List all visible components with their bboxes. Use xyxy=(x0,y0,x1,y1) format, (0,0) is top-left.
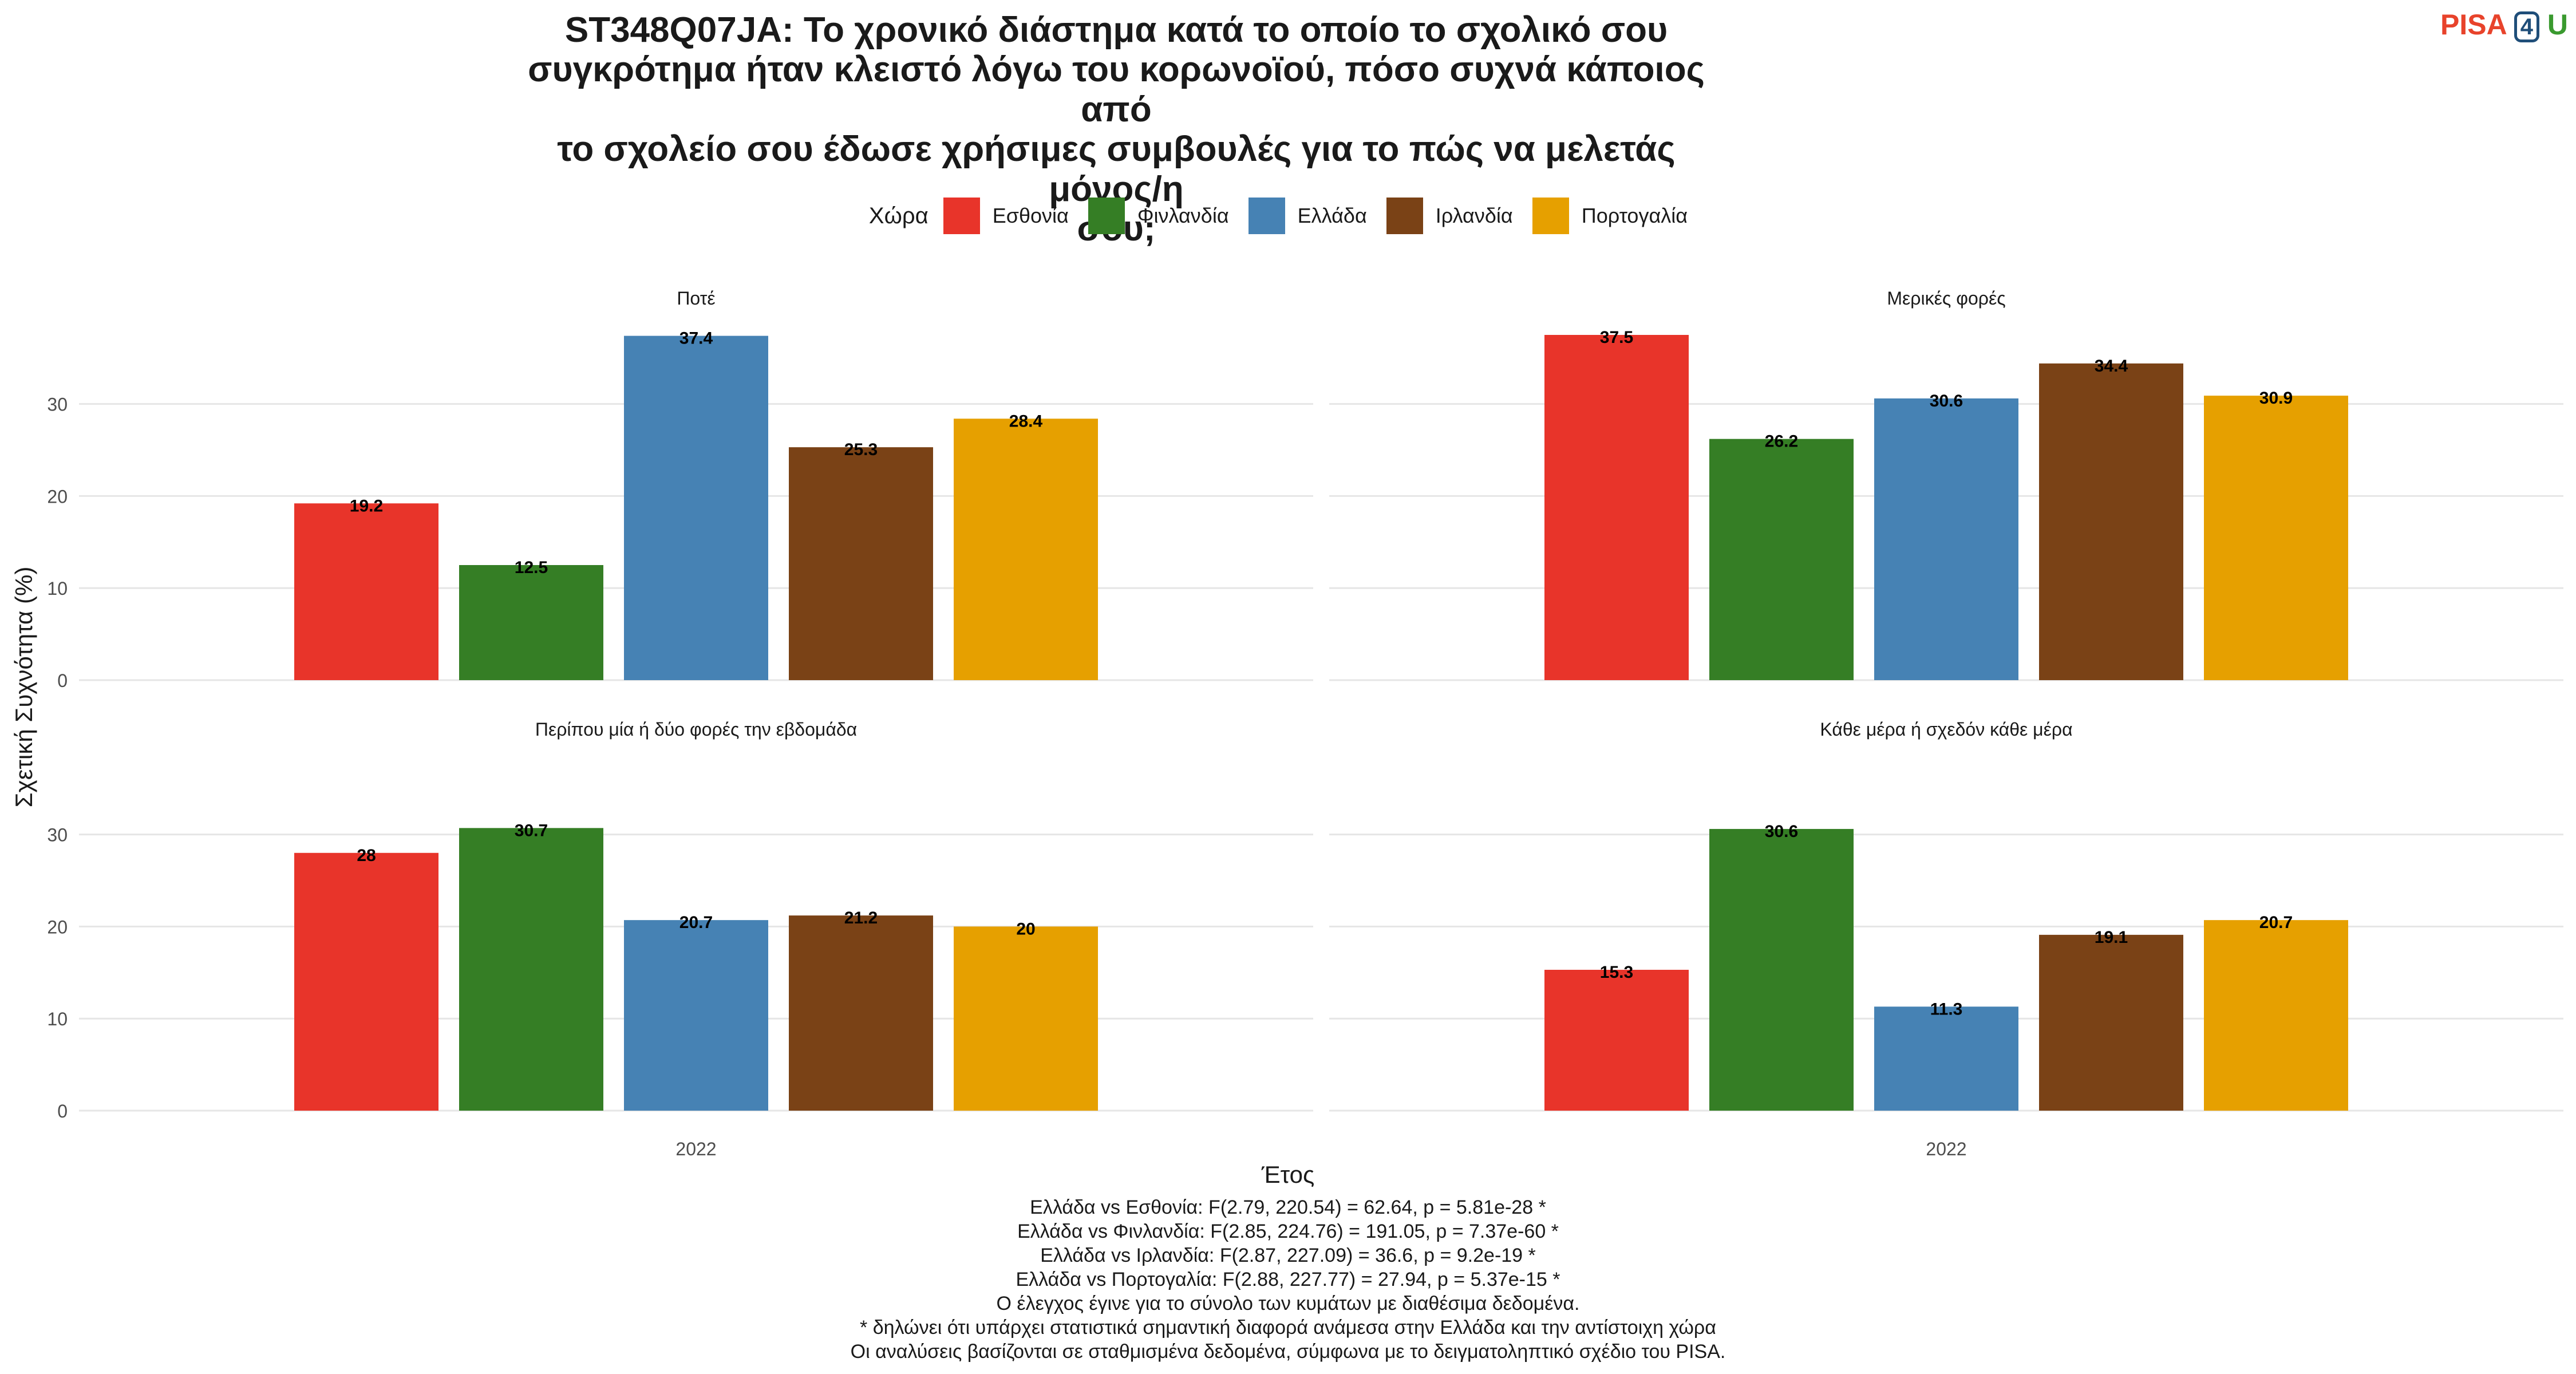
y-tick-label: 30 xyxy=(47,825,68,846)
bar xyxy=(1874,1006,2018,1111)
y-tick-label: 20 xyxy=(47,486,68,507)
data-label: 15.3 xyxy=(1600,963,1633,982)
logo-four-badge: 4 xyxy=(2514,11,2539,42)
data-label: 12.5 xyxy=(515,558,548,577)
bar xyxy=(789,915,933,1111)
legend-title: Χώρα xyxy=(868,203,929,228)
legend-item-greece: Ελλάδα xyxy=(1248,198,1367,234)
bar xyxy=(459,565,603,680)
data-label: 20.7 xyxy=(679,913,713,932)
panel-title: Μερικές φορές xyxy=(1887,288,2005,309)
bar xyxy=(624,920,768,1111)
bar xyxy=(1709,828,1854,1111)
bar xyxy=(624,335,768,680)
legend-item-ireland: Ιρλανδία xyxy=(1386,198,1513,234)
data-label: 30.6 xyxy=(1930,392,1963,410)
data-label: 30.6 xyxy=(1765,822,1798,841)
legend-key xyxy=(1088,198,1125,234)
data-label: 37.5 xyxy=(1600,328,1633,347)
legend-label: Φινλανδία xyxy=(1137,204,1229,227)
y-tick-label: 10 xyxy=(47,1009,68,1029)
bar xyxy=(294,503,438,680)
footnote-line: Ελλάδα vs Ιρλανδία: F(2.87, 227.09) = 36… xyxy=(1040,1245,1536,1266)
footnote-line: Ελλάδα vs Φινλανδία: F(2.85, 224.76) = 1… xyxy=(1017,1221,1559,1242)
data-label: 21.2 xyxy=(844,909,878,927)
legend-key xyxy=(1532,198,1569,234)
legend-key xyxy=(1248,198,1285,234)
y-axis-title: Σχετική Συχνότητα (%) xyxy=(10,566,37,808)
panel-title: Περίπου μία ή δύο φορές την εβδομάδα xyxy=(535,719,857,740)
data-label: 20.7 xyxy=(2259,913,2293,932)
bar xyxy=(954,418,1098,680)
data-label: 37.4 xyxy=(679,329,713,348)
data-label: 28 xyxy=(357,846,376,865)
data-label: 19.1 xyxy=(2095,928,2128,947)
pisa4u-logo: PISA 4 U xyxy=(2440,8,2568,42)
y-tick-label: 10 xyxy=(47,578,68,599)
legend-key xyxy=(1386,198,1423,234)
legend-item-estonia: Εσθονία xyxy=(943,198,1069,234)
y-tick-label: 20 xyxy=(47,917,68,937)
data-label: 20 xyxy=(1016,919,1035,938)
bar xyxy=(1544,969,1689,1111)
data-label: 19.2 xyxy=(350,496,383,515)
panel-title: Κάθε μέρα ή σχεδόν κάθε μέρα xyxy=(1820,719,2072,740)
bar xyxy=(459,828,603,1111)
bar xyxy=(2039,363,2183,680)
footnotes: Ελλάδα vs Εσθονία: F(2.79, 220.54) = 62.… xyxy=(0,1195,2576,1364)
logo-u-text: U xyxy=(2547,9,2568,41)
footnote-line: Ελλάδα vs Εσθονία: F(2.79, 220.54) = 62.… xyxy=(1030,1197,1546,1218)
bar xyxy=(1709,439,1854,680)
bar xyxy=(1874,398,2018,680)
y-tick-label: 0 xyxy=(57,670,68,691)
x-axis-title: Έτος xyxy=(1261,1161,1315,1188)
bar xyxy=(294,852,438,1111)
data-label: 34.4 xyxy=(2095,357,2128,376)
legend-label: Ιρλανδία xyxy=(1435,204,1513,227)
bar xyxy=(2204,920,2348,1111)
x-tick-label: 2022 xyxy=(675,1139,716,1159)
bar xyxy=(789,447,933,680)
legend-label: Ελλάδα xyxy=(1297,204,1367,227)
data-label: 30.9 xyxy=(2259,389,2293,408)
bar xyxy=(2204,396,2348,680)
data-label: 25.3 xyxy=(844,440,878,459)
logo-pisa-text: PISA xyxy=(2440,9,2506,41)
y-tick-label: 30 xyxy=(47,394,68,415)
footnote-line: Οι αναλύσεις βασίζονται σε σταθμισμένα δ… xyxy=(850,1341,1726,1363)
legend-item-portugal: Πορτογαλία xyxy=(1532,198,1688,234)
footnote-line: * δηλώνει ότι υπάρχει στατιστικά σημαντι… xyxy=(860,1317,1716,1339)
data-label: 30.7 xyxy=(515,821,548,840)
footnote-line: Ελλάδα vs Πορτογαλία: F(2.88, 227.77) = … xyxy=(1016,1269,1560,1290)
x-tick-label: 2022 xyxy=(1926,1139,1966,1159)
data-label: 28.4 xyxy=(1009,412,1043,431)
data-label: 11.3 xyxy=(1930,1000,1963,1018)
footnote-line: Ο έλεγχος έγινε για το σύνολο των κυμάτω… xyxy=(996,1293,1580,1314)
panel-title: Ποτέ xyxy=(677,288,715,309)
legend-item-finland: Φινλανδία xyxy=(1088,198,1229,234)
data-label: 26.2 xyxy=(1765,432,1798,451)
bar xyxy=(954,926,1098,1111)
legend-key xyxy=(943,198,980,234)
legend-label: Πορτογαλία xyxy=(1581,204,1688,227)
y-tick-label: 0 xyxy=(57,1101,68,1122)
bar xyxy=(1544,335,1689,680)
legend-label: Εσθονία xyxy=(992,204,1069,227)
legend: Χώρα Εσθονία Φινλανδία Ελλάδα Ιρλανδία Π… xyxy=(0,198,2576,234)
bar xyxy=(2039,934,2183,1111)
